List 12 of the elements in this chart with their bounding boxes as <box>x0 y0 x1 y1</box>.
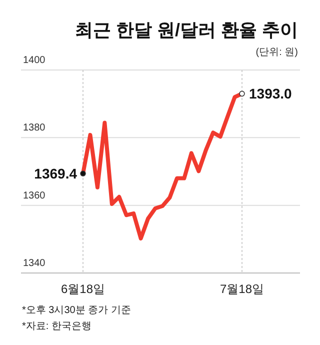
y-tick-label: 1380 <box>23 122 46 134</box>
x-tick-label: 6월18일 <box>60 282 106 296</box>
text: (단위: 원) <box>256 47 298 58</box>
y-tick-label: 1340 <box>23 258 46 269</box>
y-tick-label: 1360 <box>23 190 46 202</box>
data-label: 1393.0 <box>249 86 292 102</box>
data-label: 1369.4 <box>34 166 78 182</box>
x-tick-label: 7월18일 <box>220 282 264 296</box>
text: *오후 3시30분 종가 기준 <box>22 305 131 316</box>
chart-title: 최근 한달 원/달러 환율 추이 <box>74 20 298 40</box>
text: *자료: 한국은행 <box>22 321 92 332</box>
y-tick-label: 1400 <box>23 55 46 66</box>
